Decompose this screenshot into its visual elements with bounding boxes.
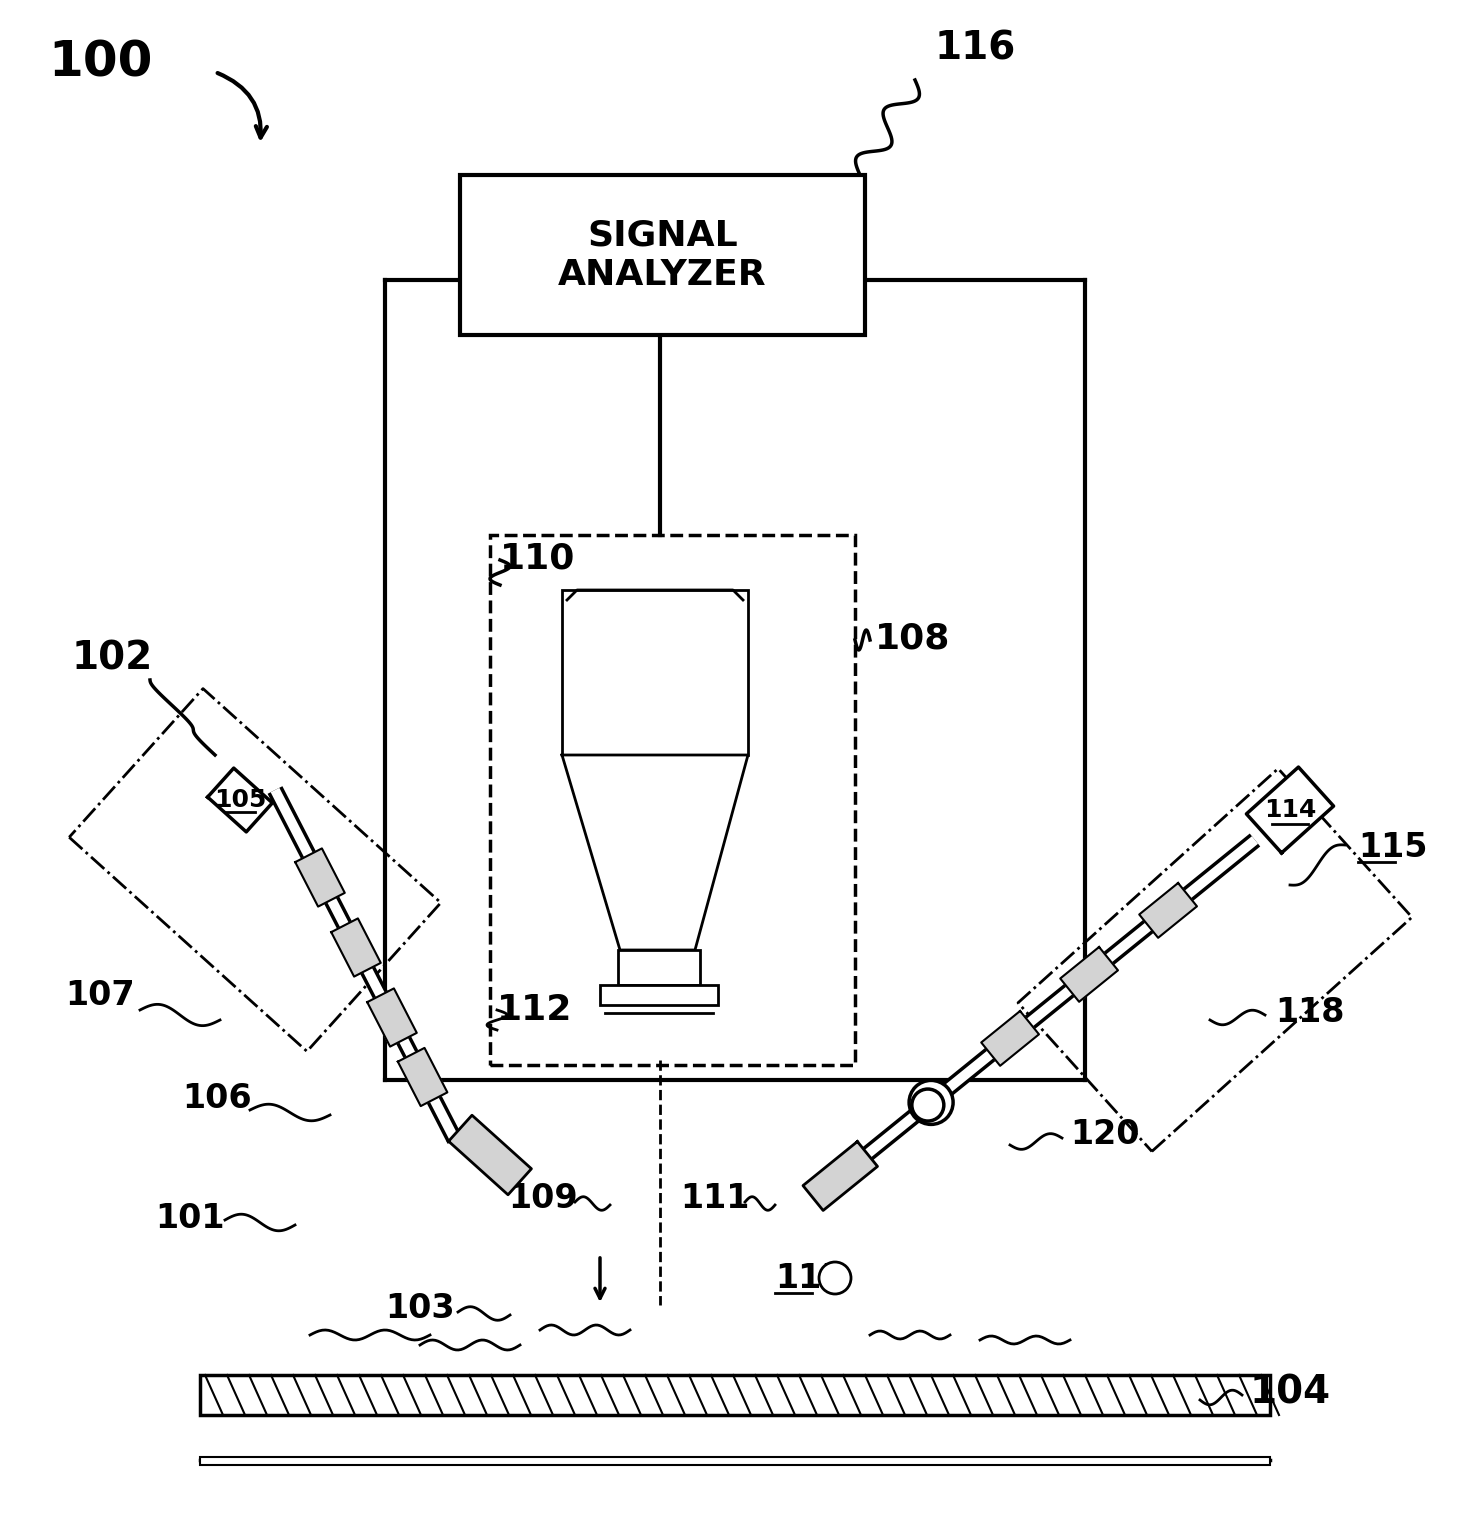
Bar [461,175,865,336]
Text: 100: 100 [47,38,153,85]
Polygon shape [1060,948,1118,1001]
Polygon shape [1139,884,1197,938]
Bar [490,536,855,1065]
Text: 109: 109 [508,1181,578,1215]
Text: 110: 110 [501,542,576,575]
Text: 115: 115 [775,1262,844,1294]
Bar [600,984,718,1006]
Text: 102: 102 [73,639,153,678]
Polygon shape [982,1012,1040,1065]
Polygon shape [561,755,748,951]
Polygon shape [803,1141,878,1210]
Text: 112: 112 [498,993,572,1027]
Bar [561,591,748,755]
Polygon shape [367,989,416,1047]
Text: 120: 120 [1069,1119,1139,1152]
Text: 104: 104 [1250,1373,1331,1412]
Polygon shape [207,768,273,832]
Text: 103: 103 [385,1291,455,1325]
Text: 114: 114 [1263,798,1317,823]
Text: 105: 105 [213,787,267,812]
Text: 111: 111 [680,1181,749,1215]
Bar [618,951,701,984]
Circle shape [819,1262,852,1294]
Text: 101: 101 [156,1201,225,1235]
Circle shape [912,1090,943,1122]
Text: SIGNAL
ANALYZER: SIGNAL ANALYZER [558,218,767,291]
Text: 115: 115 [1358,830,1428,864]
Polygon shape [332,919,381,977]
Text: 118: 118 [1275,995,1345,1029]
Polygon shape [398,1048,447,1106]
Polygon shape [1247,768,1333,853]
Text: 108: 108 [875,621,951,655]
Text: 106: 106 [182,1082,252,1114]
Bar [200,1457,1271,1465]
Text: 107: 107 [65,978,135,1012]
Text: 116: 116 [935,29,1016,67]
Polygon shape [295,848,345,906]
Circle shape [909,1080,954,1125]
Polygon shape [449,1116,532,1195]
Bar [200,1375,1271,1415]
